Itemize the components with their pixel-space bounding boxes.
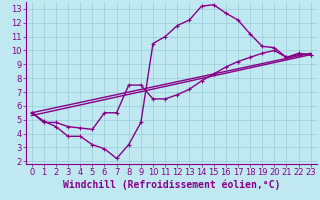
X-axis label: Windchill (Refroidissement éolien,°C): Windchill (Refroidissement éolien,°C) [62,180,280,190]
